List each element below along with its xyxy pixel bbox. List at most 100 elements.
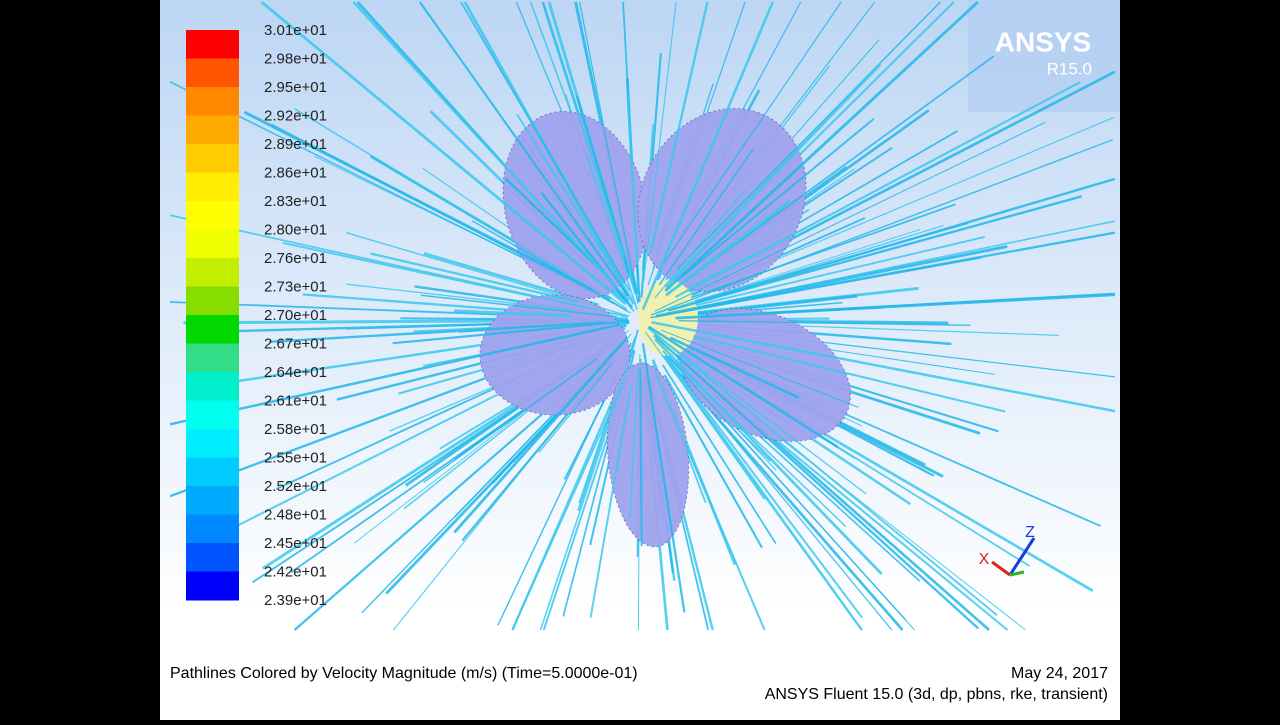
color-swatch	[186, 457, 239, 487]
pathline	[651, 321, 1116, 413]
pathline	[667, 195, 1083, 312]
color-swatch	[186, 144, 239, 173]
pathline	[243, 110, 594, 292]
color-swatch	[186, 172, 239, 202]
pathline	[647, 326, 998, 616]
colorbar-label: 2.98e+01	[264, 50, 327, 67]
colorbar-label: 2.48e+01	[264, 506, 327, 523]
pathline	[658, 148, 754, 286]
color-swatch	[186, 201, 239, 230]
pathline	[346, 283, 573, 311]
pathline	[418, 1, 630, 297]
pathline	[690, 203, 956, 299]
color-swatch	[186, 115, 239, 145]
pathline	[654, 338, 883, 575]
pathline	[660, 329, 859, 408]
z-label: Z	[1025, 524, 1035, 541]
colorbar-label: 2.95e+01	[264, 79, 327, 96]
color-swatch	[186, 87, 239, 116]
pathline	[471, 220, 628, 312]
pathline	[654, 121, 1046, 312]
pathline	[669, 336, 800, 400]
pathline	[654, 189, 746, 299]
colorbar-label: 3.01e+01	[264, 22, 327, 39]
colorbar-label: 2.64e+01	[264, 364, 327, 381]
pathline	[589, 386, 632, 618]
colorbar-label: 2.55e+01	[264, 449, 327, 466]
colorbar-label: 2.70e+01	[264, 307, 327, 324]
color-swatch	[186, 343, 239, 373]
pathline	[352, 1, 630, 302]
pathline	[585, 152, 629, 277]
pathline	[649, 1, 709, 254]
color-swatch	[186, 30, 239, 59]
x-label: X	[979, 551, 990, 568]
colorbar-label: 2.58e+01	[264, 421, 327, 438]
axis-triad: X Z	[979, 524, 1036, 577]
colorbar: 3.01e+01 2.98e+01 2.95e+01 2.92e+01 2.89e+01…	[186, 22, 327, 609]
pathline	[650, 139, 1113, 316]
color-swatch	[186, 58, 239, 88]
pathline	[663, 374, 763, 549]
pathline	[639, 368, 643, 546]
logo-brand: ANSYS	[995, 26, 1091, 57]
pathline	[545, 14, 625, 257]
color-swatch	[186, 543, 239, 572]
caption: Pathlines Colored by Velocity Magnitude …	[170, 665, 638, 682]
pathline	[648, 325, 839, 449]
pathline	[655, 244, 1008, 318]
colorbar-label: 2.73e+01	[264, 278, 327, 295]
pathlines	[169, 0, 1116, 631]
pathline	[169, 81, 592, 293]
pathline	[420, 294, 617, 318]
pathline	[629, 367, 639, 519]
pathline	[654, 373, 766, 631]
colorbar-label: 2.42e+01	[264, 563, 327, 580]
color-swatch	[186, 286, 239, 316]
colorbar-label: 2.76e+01	[264, 250, 327, 267]
color-swatch	[186, 372, 239, 401]
color-swatch	[186, 229, 239, 259]
pathline	[668, 235, 985, 313]
pathline	[642, 1, 677, 282]
pathline	[664, 0, 979, 292]
pathline	[392, 320, 630, 345]
colorbar-label: 2.45e+01	[264, 535, 327, 552]
colorbar-label: 2.61e+01	[264, 392, 327, 409]
colorbar-label: 2.80e+01	[264, 221, 327, 238]
pathline	[626, 96, 639, 266]
color-swatch	[186, 258, 239, 287]
pathline	[169, 321, 630, 426]
z-axis	[1008, 537, 1036, 576]
pathline	[370, 252, 580, 304]
colorbar-label: 2.89e+01	[264, 136, 327, 153]
solver-info: ANSYS Fluent 15.0 (3d, dp, pbns, rke, tr…	[765, 686, 1108, 703]
pathline	[693, 335, 1006, 413]
x-axis	[991, 560, 1011, 577]
pathline	[169, 214, 599, 311]
pathline	[578, 1, 639, 304]
pathline	[641, 1, 775, 310]
pathline	[665, 199, 792, 297]
pathline	[675, 293, 1116, 320]
color-swatch	[186, 429, 239, 458]
pathline	[676, 1, 941, 270]
pathline	[260, 0, 627, 306]
color-swatch	[186, 571, 239, 601]
pathline	[664, 63, 882, 289]
pathline	[662, 364, 777, 545]
pathline	[659, 1, 842, 270]
pathline	[294, 108, 631, 314]
pathline	[641, 343, 686, 613]
pathline	[511, 384, 624, 631]
pathline	[504, 177, 600, 269]
pathline	[453, 309, 571, 318]
pathline	[460, 1, 631, 292]
pathline	[704, 231, 1116, 309]
pathline	[680, 118, 875, 279]
pathline	[453, 336, 629, 534]
pathline	[674, 81, 1081, 299]
blade	[637, 108, 807, 292]
